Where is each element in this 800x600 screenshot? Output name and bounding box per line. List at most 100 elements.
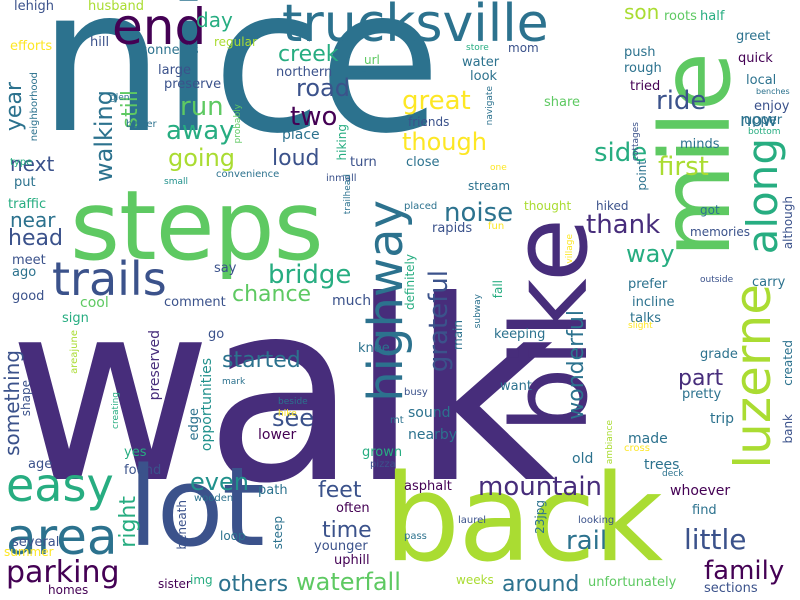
word-right: right <box>116 496 141 548</box>
word-lehigh: lehigh <box>14 0 54 14</box>
word-path: path <box>258 483 288 498</box>
word-bridge: bridge <box>268 260 352 290</box>
word-grown: grown <box>362 445 403 460</box>
word-keeping: keeping <box>494 327 546 342</box>
word-friends: friends <box>408 115 450 129</box>
word-shape: shape <box>19 380 33 417</box>
word-noise: noise <box>444 198 514 228</box>
word-connects: connects <box>140 43 199 58</box>
word-ride: ride <box>656 86 707 116</box>
word-inmall: inmall <box>326 173 357 184</box>
word-head: head <box>8 226 63 251</box>
word-see: see <box>272 404 315 432</box>
word-creek: creek <box>278 42 339 67</box>
word-trip: trip <box>710 411 735 427</box>
word-url: url <box>364 53 380 67</box>
word-trailhead: trailhead <box>343 174 353 215</box>
word-thank: thank <box>586 210 661 240</box>
word-often: often <box>336 501 370 516</box>
word-sister: sister <box>158 577 191 591</box>
word-deck: deck <box>662 469 684 479</box>
word-sound: sound <box>408 405 451 421</box>
word-chance: chance <box>232 282 312 307</box>
word-tried: tried <box>630 79 661 94</box>
word-efforts: efforts <box>10 39 53 54</box>
word-point: point <box>635 160 649 191</box>
word-subway: subway <box>473 294 483 329</box>
word-outside: outside <box>700 275 734 285</box>
word-bottom: bottom <box>748 127 781 137</box>
word-around: around <box>502 572 580 597</box>
word-unfortunately: unfortunately <box>588 575 677 590</box>
word-prefer: prefer <box>628 277 668 292</box>
word-definitely: definitely <box>403 254 417 311</box>
word-village: village <box>565 234 575 264</box>
word-walking: walking <box>90 90 118 183</box>
word-store: store <box>466 43 489 53</box>
word-img: img <box>190 573 213 587</box>
word-got: got <box>700 203 720 217</box>
word-husband: husband <box>88 0 144 14</box>
word-old: old <box>572 451 594 467</box>
word-glen: glen <box>110 93 130 103</box>
word-enjoy: enjoy <box>754 99 790 114</box>
word-close: close <box>406 155 440 170</box>
word-great: great <box>402 86 471 116</box>
word-sections: sections <box>704 581 758 596</box>
word-summer: summer <box>4 545 54 559</box>
word-opportunities: opportunities <box>199 358 215 452</box>
word-roots: roots <box>664 9 697 24</box>
word-yes: yes <box>124 445 147 460</box>
word-talks: talks <box>630 311 661 326</box>
word-push: push <box>624 45 656 60</box>
word-quick: quick <box>738 51 773 66</box>
word-created: created <box>781 340 795 386</box>
word-easy: easy <box>6 458 114 512</box>
word-cool: cool <box>80 295 109 311</box>
word-knee: knee <box>358 341 390 356</box>
word-first: first <box>658 152 709 182</box>
word-s: s <box>362 65 367 75</box>
word-area: area <box>6 508 118 566</box>
word-two: two <box>290 102 338 132</box>
word-good: good <box>12 289 45 304</box>
word-laurel: laurel <box>458 515 487 526</box>
word-mountain: mountain <box>478 472 603 502</box>
word-probably: probably <box>233 104 243 144</box>
word-hike: hike <box>278 409 297 419</box>
word-put: put <box>14 175 36 190</box>
word-areajune: areajune <box>69 330 80 374</box>
word-mom: mom <box>508 41 539 55</box>
word-asphalt: asphalt <box>404 479 452 494</box>
word-regular: regular <box>214 35 257 49</box>
word-homes: homes <box>48 583 89 597</box>
word-rail: rail <box>566 526 608 556</box>
word-mark: mark <box>222 377 246 387</box>
word-although: although <box>781 196 795 250</box>
word-comment: comment <box>164 295 226 310</box>
word-place: place <box>282 127 320 143</box>
word-road: road <box>296 74 350 102</box>
word-one: one <box>490 163 507 173</box>
word-time: time <box>322 518 372 543</box>
word-loud: loud <box>272 146 320 171</box>
word-younger: younger <box>314 539 368 554</box>
word-grateful: grateful <box>424 270 454 373</box>
word-year: year <box>2 82 27 132</box>
word-benches: benches <box>756 87 790 96</box>
word-little: little <box>684 523 747 556</box>
word-family: family <box>704 556 785 586</box>
word-way: way <box>626 240 675 268</box>
word-fun: fun <box>488 221 505 232</box>
word-main: main <box>451 320 465 350</box>
word-steep: steep <box>271 516 285 550</box>
word-type: type <box>10 157 33 168</box>
word-walk: walk <box>8 247 556 538</box>
word-weeks: weeks <box>456 573 494 587</box>
word-uphill: uphill <box>334 553 370 568</box>
word-trails: trails <box>52 252 167 306</box>
word-next: next <box>10 152 55 176</box>
word-creating: creating <box>111 392 121 429</box>
word-even: even <box>190 468 249 496</box>
word-whoever: whoever <box>670 483 731 499</box>
